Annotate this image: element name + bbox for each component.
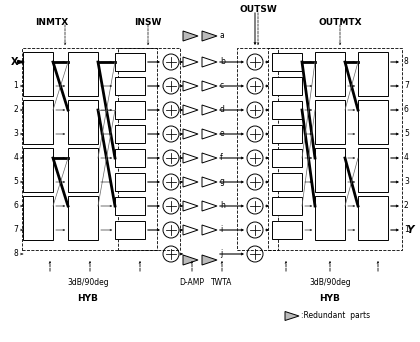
Bar (118, 48, 180, 250)
Polygon shape (202, 105, 217, 115)
Polygon shape (183, 81, 198, 91)
Bar (68, 196, 98, 240)
Polygon shape (183, 57, 198, 67)
Bar (23, 196, 53, 240)
Bar (68, 100, 98, 144)
Text: 4: 4 (404, 154, 409, 162)
Bar (268, 48, 402, 250)
Text: 8: 8 (13, 250, 18, 259)
Text: c: c (220, 81, 224, 91)
Text: INSW: INSW (134, 18, 162, 27)
Polygon shape (183, 31, 198, 41)
Bar (237, 48, 278, 250)
Bar (23, 148, 53, 192)
Polygon shape (202, 225, 217, 235)
Text: 2: 2 (404, 201, 409, 210)
Polygon shape (202, 31, 217, 41)
Polygon shape (202, 201, 217, 211)
Bar (23, 52, 53, 96)
Text: 3: 3 (13, 130, 18, 139)
Bar (358, 100, 388, 144)
Bar (115, 53, 145, 71)
Bar (272, 197, 302, 215)
Bar (115, 149, 145, 167)
Text: 7: 7 (404, 81, 409, 91)
Bar (272, 125, 302, 143)
Text: 2: 2 (13, 105, 18, 115)
Text: HYB: HYB (78, 294, 98, 303)
Bar (115, 173, 145, 191)
Text: 8: 8 (404, 57, 409, 66)
Polygon shape (202, 177, 217, 187)
Text: 1: 1 (404, 225, 409, 235)
Text: INMTX: INMTX (35, 18, 68, 27)
Text: e: e (220, 130, 225, 139)
Text: X: X (10, 57, 18, 67)
Bar (315, 100, 345, 144)
Polygon shape (183, 255, 198, 265)
Text: 7: 7 (13, 225, 18, 235)
Polygon shape (183, 153, 198, 163)
Bar (315, 196, 345, 240)
Text: OUTSW: OUTSW (239, 5, 277, 14)
Bar (22, 48, 157, 250)
Polygon shape (202, 129, 217, 139)
Polygon shape (183, 177, 198, 187)
Text: D-AMP: D-AMP (179, 278, 205, 287)
Text: g: g (220, 177, 225, 186)
Bar (272, 149, 302, 167)
Bar (272, 53, 302, 71)
Bar (115, 125, 145, 143)
Polygon shape (183, 105, 198, 115)
Polygon shape (183, 201, 198, 211)
Bar (315, 52, 345, 96)
Polygon shape (183, 225, 198, 235)
Text: b: b (220, 57, 225, 66)
Bar (68, 52, 98, 96)
Text: TWTA: TWTA (211, 278, 233, 287)
Bar (272, 77, 302, 95)
Text: 6: 6 (404, 105, 409, 115)
Text: h: h (220, 201, 225, 210)
Bar (115, 197, 145, 215)
Bar (272, 173, 302, 191)
Text: Y: Y (406, 225, 414, 235)
Polygon shape (202, 57, 217, 67)
Bar (115, 101, 145, 119)
Polygon shape (285, 312, 299, 320)
Bar (115, 221, 145, 239)
Text: 4: 4 (13, 154, 18, 162)
Polygon shape (202, 153, 217, 163)
Text: a: a (220, 31, 225, 40)
Polygon shape (202, 81, 217, 91)
Text: HYB: HYB (320, 294, 341, 303)
Polygon shape (202, 255, 217, 265)
Bar (358, 52, 388, 96)
Text: 1: 1 (13, 81, 18, 91)
Bar (272, 221, 302, 239)
Bar (115, 77, 145, 95)
Text: 5: 5 (13, 177, 18, 186)
Text: f: f (220, 154, 223, 162)
Text: 3dB/90deg: 3dB/90deg (309, 278, 351, 287)
Bar (272, 101, 302, 119)
Bar (358, 148, 388, 192)
Text: j: j (220, 250, 222, 259)
Bar (23, 100, 53, 144)
Text: d: d (220, 105, 225, 115)
Text: i: i (220, 225, 222, 235)
Text: OUTMTX: OUTMTX (318, 18, 362, 27)
Bar (358, 196, 388, 240)
Bar (68, 148, 98, 192)
Polygon shape (183, 129, 198, 139)
Text: 6: 6 (13, 201, 18, 210)
Text: :Redundant  parts: :Redundant parts (301, 312, 370, 320)
Text: 3: 3 (404, 177, 409, 186)
Text: 5: 5 (404, 130, 409, 139)
Text: 3dB/90deg: 3dB/90deg (67, 278, 109, 287)
Bar (315, 148, 345, 192)
